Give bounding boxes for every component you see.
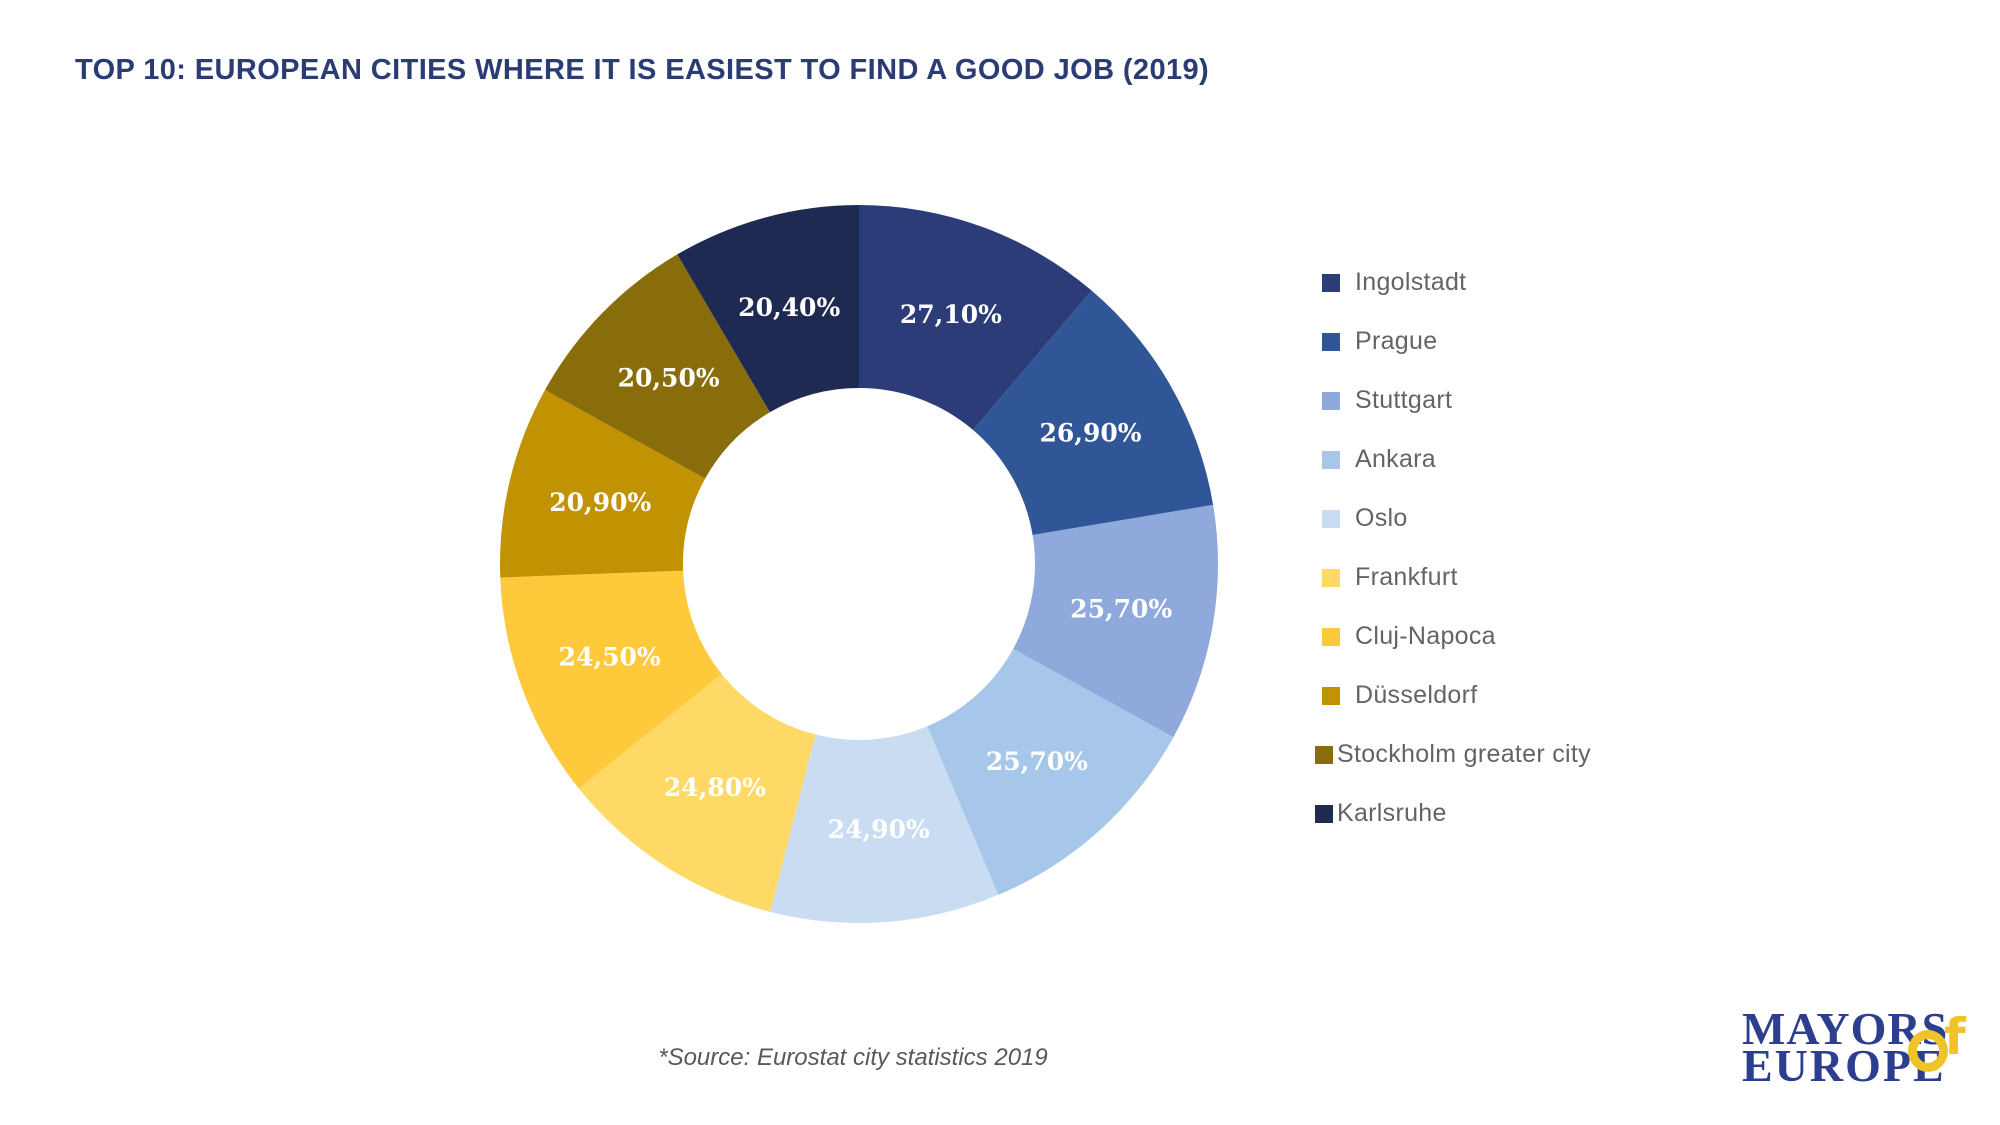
slice-label-frankfurt: 24,80% bbox=[664, 773, 766, 802]
legend-item-ingolstadt: Ingolstadt bbox=[1322, 253, 1591, 312]
slice-label-oslo: 24,90% bbox=[828, 815, 930, 844]
slice-label-d-sseldorf: 20,90% bbox=[549, 488, 651, 517]
slice-label-karlsruhe: 20,40% bbox=[738, 293, 840, 322]
legend-swatch-icon bbox=[1315, 745, 1333, 764]
logo-of-mark: f bbox=[1908, 1012, 1988, 1088]
legend-swatch-icon bbox=[1322, 391, 1340, 410]
legend-swatch-icon bbox=[1322, 273, 1340, 292]
legend-swatch-icon bbox=[1322, 509, 1340, 528]
brand-logo: MAYORS EUROPE f bbox=[1742, 1006, 1992, 1115]
donut-segment-cluj-napoca bbox=[500, 570, 722, 789]
legend-swatch-icon bbox=[1322, 686, 1340, 705]
donut-segment-stockholm-greater-city bbox=[545, 254, 770, 479]
legend-label: Ankara bbox=[1355, 445, 1437, 473]
donut-segment-prague bbox=[973, 290, 1214, 536]
legend-item-cluj-napoca: Cluj-Napoca bbox=[1322, 607, 1591, 666]
donut-chart: 27,10% 26,90% 25,70% 25,70% 24,90% 24,80% 24,5… bbox=[500, 205, 1218, 923]
slice-label-cluj-napoca: 24,50% bbox=[559, 642, 661, 671]
slice-label-stuttgart: 25,70% bbox=[1070, 594, 1172, 623]
donut-segment-ankara bbox=[927, 648, 1174, 895]
legend-item-prague: Prague bbox=[1322, 312, 1591, 371]
legend-swatch-icon bbox=[1322, 450, 1340, 469]
slice-label-stockholm-greater-city: 20,50% bbox=[618, 364, 720, 393]
legend-label: Karlsruhe bbox=[1337, 799, 1447, 827]
legend-item-stockholm-greater-city: Stockholm greater city bbox=[1315, 725, 1591, 784]
slice-label-ankara: 25,70% bbox=[986, 747, 1088, 776]
legend: Ingolstadt Prague Stuttgart Ankara Oslo Frank… bbox=[1315, 253, 1591, 843]
page-title: TOP 10: EUROPEAN CITIES WHERE IT IS EASI… bbox=[75, 54, 1210, 86]
donut-segment-d-sseldorf bbox=[500, 389, 706, 578]
legend-item-stuttgart: Stuttgart bbox=[1322, 371, 1591, 430]
legend-item-oslo: Oslo bbox=[1322, 489, 1591, 548]
legend-swatch-icon bbox=[1322, 568, 1340, 587]
legend-swatch-icon bbox=[1322, 627, 1340, 646]
legend-item-ankara: Ankara bbox=[1322, 430, 1591, 489]
legend-label: Düsseldorf bbox=[1355, 681, 1478, 709]
legend-item-karlsruhe: Karlsruhe bbox=[1315, 784, 1591, 843]
legend-label: Prague bbox=[1355, 327, 1438, 355]
logo-f-letter: f bbox=[1944, 1008, 1966, 1066]
legend-swatch-icon bbox=[1322, 332, 1340, 351]
slice-label-prague: 26,90% bbox=[1039, 418, 1141, 447]
legend-label: Cluj-Napoca bbox=[1355, 622, 1496, 650]
legend-label: Oslo bbox=[1355, 504, 1408, 532]
legend-label: Stockholm greater city bbox=[1337, 740, 1591, 768]
logo-o-ring-icon bbox=[1908, 1030, 1948, 1072]
donut-segment-frankfurt bbox=[578, 674, 816, 912]
donut-segment-oslo bbox=[770, 726, 999, 923]
legend-item-d-sseldorf: Düsseldorf bbox=[1322, 666, 1591, 725]
donut-segment-ingolstadt bbox=[859, 205, 1092, 430]
source-note: *Source: Eurostat city statistics 2019 bbox=[658, 1044, 1048, 1071]
donut-segment-stuttgart bbox=[1013, 504, 1218, 738]
legend-label: Frankfurt bbox=[1355, 563, 1458, 591]
legend-item-frankfurt: Frankfurt bbox=[1322, 548, 1591, 607]
slice-label-ingolstadt: 27,10% bbox=[900, 300, 1002, 329]
legend-swatch-icon bbox=[1315, 804, 1333, 823]
donut-segment-karlsruhe bbox=[677, 205, 859, 413]
legend-label: Ingolstadt bbox=[1355, 268, 1467, 296]
legend-label: Stuttgart bbox=[1355, 386, 1453, 414]
